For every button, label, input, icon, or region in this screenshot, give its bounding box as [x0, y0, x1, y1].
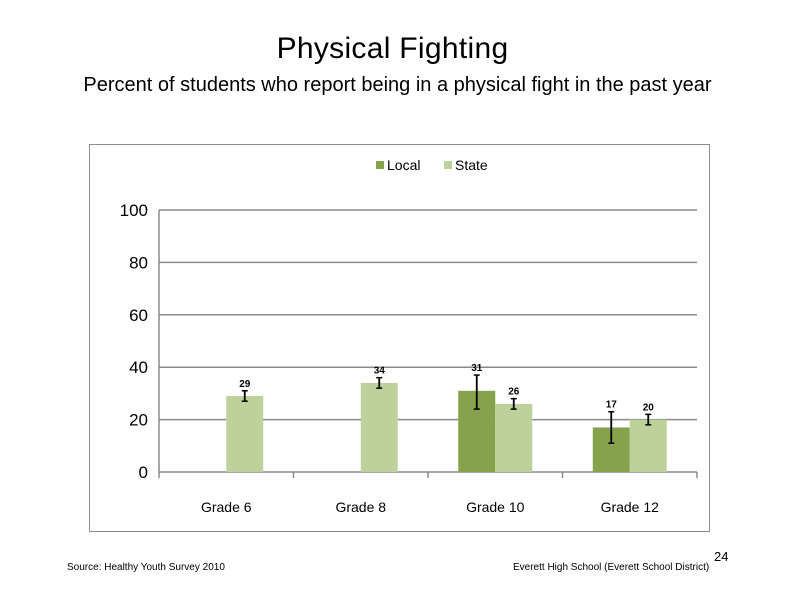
y-tick-label: 60	[129, 306, 148, 325]
y-tick-label: 20	[129, 411, 148, 430]
data-label: 29	[239, 379, 251, 390]
legend-swatch-local	[376, 161, 384, 169]
source-note: Source: Healthy Youth Survey 2010	[67, 562, 225, 573]
bar-state	[629, 419, 667, 472]
legend-swatch-state	[444, 161, 452, 169]
x-category-label: Grade 10	[466, 499, 525, 515]
page-number: 24	[714, 549, 729, 564]
y-tick-label: 80	[129, 253, 148, 272]
x-category-label: Grade 8	[335, 499, 386, 515]
data-label: 31	[471, 363, 483, 374]
data-label: 34	[374, 366, 386, 377]
chart-frame	[89, 144, 710, 532]
legend-label: State	[455, 157, 488, 173]
bar-state	[495, 403, 533, 472]
bar-state	[226, 396, 264, 472]
x-category-label: Grade 6	[201, 499, 252, 515]
y-tick-label: 100	[120, 201, 148, 220]
x-category-label: Grade 12	[601, 499, 660, 515]
data-label: 20	[643, 402, 655, 413]
bar-state	[360, 382, 398, 472]
y-tick-label: 0	[139, 463, 148, 482]
data-label: 17	[606, 400, 618, 411]
legend-label: Local	[387, 157, 420, 173]
slide-title: Physical Fighting	[276, 32, 509, 65]
y-tick-label: 40	[129, 358, 148, 377]
data-label: 26	[508, 387, 520, 398]
slide-subtitle: Percent of students who report being in …	[83, 74, 712, 96]
school-note: Everett High School (Everett School Dist…	[513, 562, 710, 573]
